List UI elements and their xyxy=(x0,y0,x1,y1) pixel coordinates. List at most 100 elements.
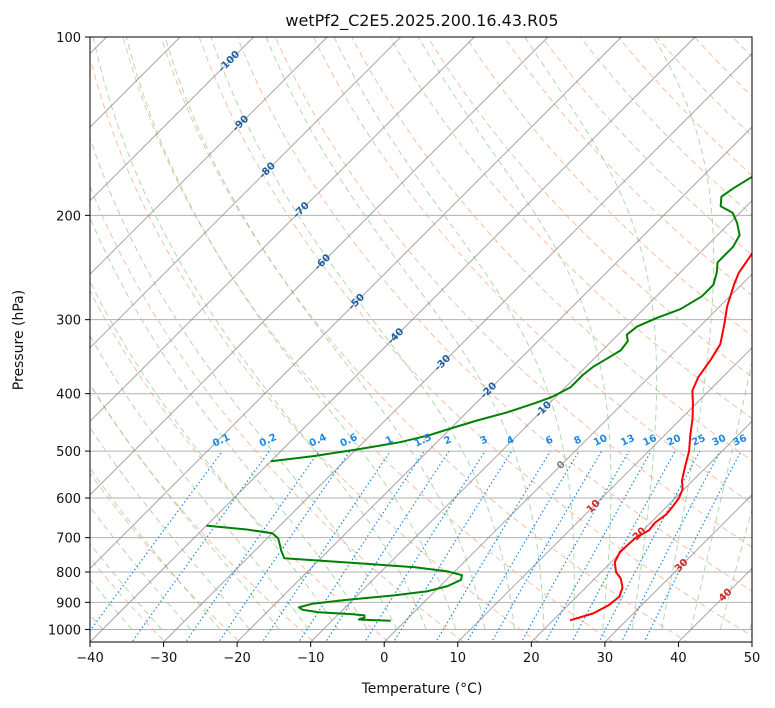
x-tick-label: 0 xyxy=(380,651,388,666)
mixing-ratio-line xyxy=(435,450,552,642)
dry-adiabat xyxy=(351,37,752,462)
y-tick-label: 600 xyxy=(56,492,81,507)
mixing-ratio-line xyxy=(261,450,391,642)
mixing-ratio-line xyxy=(544,450,652,642)
moist-adiabat xyxy=(164,37,486,630)
plot-frame xyxy=(89,36,753,643)
dry-adiabat xyxy=(90,289,390,642)
x-tick-label: 50 xyxy=(744,651,761,666)
dry-adiabat xyxy=(236,37,752,592)
x-tick-label: 30 xyxy=(597,651,614,666)
dry-adiabat xyxy=(579,37,752,216)
dry-adiabat xyxy=(541,37,752,256)
moist-adiabat xyxy=(653,37,715,630)
moist-adiabat xyxy=(90,426,251,630)
mixing-ratio-line xyxy=(466,450,580,642)
y-tick-label: 1000 xyxy=(48,623,81,638)
dry-adiabat xyxy=(90,185,465,642)
dry-adiabat xyxy=(313,37,752,505)
isotherm xyxy=(457,347,752,642)
mixing-ratio-line xyxy=(364,450,486,642)
mixing-ratio-line xyxy=(218,450,351,642)
moist-adiabat xyxy=(90,334,309,630)
y-axis-ticks: 100 200 300 400 500 600 700 800 900 1000 xyxy=(48,31,90,638)
y-axis-label: Pressure (hPa) xyxy=(11,290,27,390)
mixing-ratio-label: 1 xyxy=(384,434,395,447)
moist-adiabat xyxy=(90,578,133,630)
mixing-ratio-line xyxy=(490,450,603,642)
moist-adiabat xyxy=(90,542,162,630)
y-tick-label: 200 xyxy=(56,209,81,224)
moist-adiabat xyxy=(690,360,752,630)
isotherm xyxy=(90,37,402,349)
moist-adiabat xyxy=(210,37,515,630)
isotherm xyxy=(90,37,549,496)
moist-adiabat xyxy=(90,505,192,630)
mixing-ratio-label: 10 xyxy=(592,433,609,449)
mixing-ratio-label: 4 xyxy=(505,434,516,447)
moist-adiabat xyxy=(333,37,575,630)
y-tick-label: 800 xyxy=(56,566,81,581)
mixing-ratio-line xyxy=(325,450,450,642)
mixing-ratio-label: 36 xyxy=(731,433,748,449)
x-tick-label: −20 xyxy=(223,651,250,666)
dry-adiabat xyxy=(655,37,752,137)
dry-adiabat xyxy=(427,37,752,378)
moist-adiabat xyxy=(719,507,752,630)
isotherm xyxy=(90,37,622,570)
moist-adiabat xyxy=(90,382,280,630)
y-tick-label: 100 xyxy=(56,31,81,46)
chart-contour-labels: -100-90-80-70-60-50-40-30-20-10010203040… xyxy=(211,49,749,604)
isotherm xyxy=(90,37,328,275)
isotherm xyxy=(310,199,752,642)
dewpoint-profile xyxy=(270,175,752,463)
dry-adiabat xyxy=(90,472,241,642)
isotherm-label: 0 xyxy=(555,459,568,472)
chart-series xyxy=(206,175,752,622)
mixing-ratio-label: 2 xyxy=(442,434,453,447)
mixing-ratio-label: 30 xyxy=(711,433,728,449)
isotherm-label: -70 xyxy=(291,200,312,221)
moist-adiabat xyxy=(749,619,752,630)
mixing-ratio-label: 0.2 xyxy=(258,432,279,449)
dry-adiabat xyxy=(731,37,752,58)
mixing-ratio-line xyxy=(598,450,701,642)
moist-adiabat xyxy=(92,37,427,630)
moist-adiabat xyxy=(90,216,368,630)
dry-adiabat xyxy=(160,37,689,642)
temperature-profile xyxy=(569,252,752,622)
isotherm xyxy=(90,37,696,642)
dry-adiabat xyxy=(465,37,752,337)
moist-adiabat xyxy=(265,37,545,630)
x-axis-label: Temperature (°C) xyxy=(361,681,483,697)
x-tick-label: 40 xyxy=(670,651,687,666)
y-tick-label: 400 xyxy=(56,388,81,403)
x-tick-label: 20 xyxy=(523,651,540,666)
isotherm xyxy=(530,420,752,642)
mixing-ratio-label: 6 xyxy=(544,434,555,447)
mixing-ratio-label: 8 xyxy=(572,434,583,447)
mixing-ratio-line xyxy=(131,450,270,642)
x-tick-label: −10 xyxy=(297,651,324,666)
dry-adiabat-reference xyxy=(0,10,64,654)
y-tick-label: 300 xyxy=(56,314,81,329)
mixing-ratio-label: 0.4 xyxy=(308,432,329,449)
mixing-ratio-label: 20 xyxy=(666,433,683,449)
chart-title: wetPf2_C2E5.2025.200.16.43.R05 xyxy=(285,11,558,31)
dewpoint-profile xyxy=(206,524,463,622)
mixing-ratio-line xyxy=(620,450,721,642)
dry-adiabat xyxy=(90,384,316,642)
moist-adiabat xyxy=(90,136,398,630)
isotherm xyxy=(751,641,752,642)
dry-adiabat xyxy=(122,37,614,642)
y-tick-label: 900 xyxy=(56,596,81,611)
isotherm xyxy=(90,37,255,202)
moist-adiabat xyxy=(90,280,339,630)
isotherm-label: 40 xyxy=(717,587,735,605)
mixing-ratio-line xyxy=(643,450,742,642)
mixing-ratio-label: 16 xyxy=(641,433,658,449)
y-tick-label: 700 xyxy=(56,532,81,547)
moist-adiabat xyxy=(125,37,457,630)
isotherm xyxy=(90,37,475,423)
mixing-ratio-label: 0.6 xyxy=(339,432,360,449)
